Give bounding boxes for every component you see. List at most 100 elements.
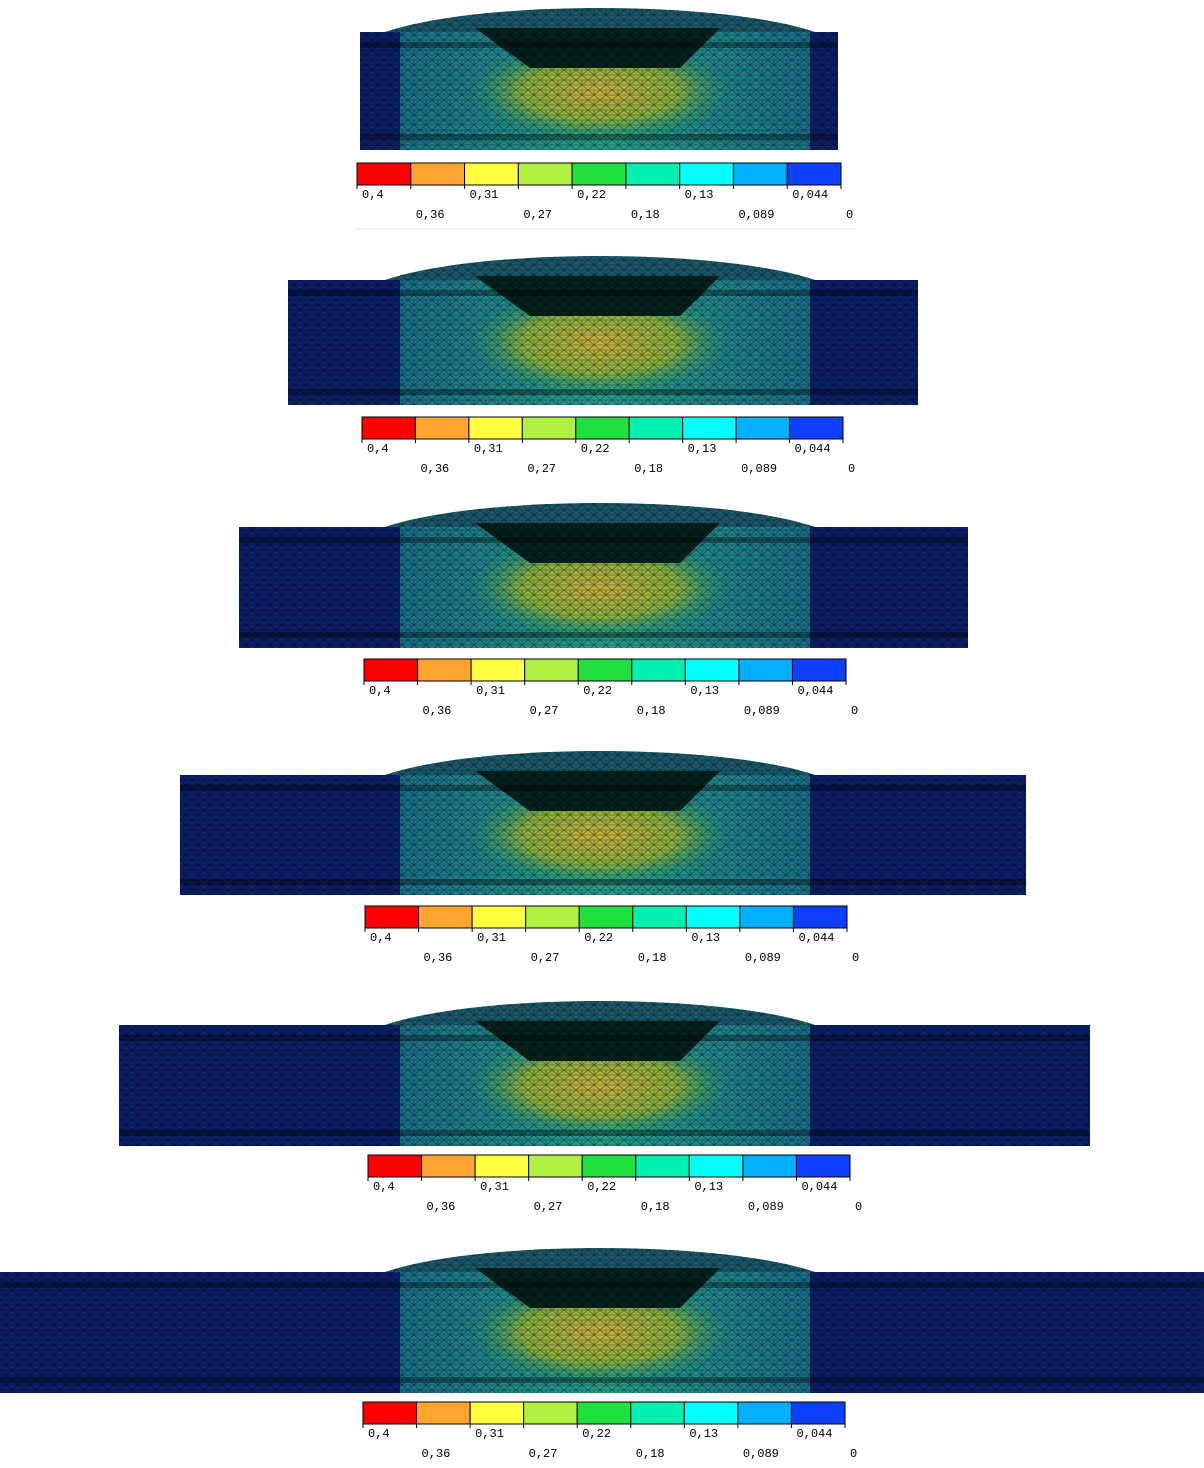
colorbar-label: 0,36 [427,1200,456,1214]
mesh-texture [180,751,1026,895]
colorbar-swatch [474,1154,530,1178]
colorbar-swatch [790,1401,846,1425]
colorbar-swatch [684,658,740,682]
colorbar-swatch [528,1154,583,1178]
colorbar-label: 0,36 [424,951,453,965]
mesh-texture [0,1248,1204,1393]
colorbar-label: 0,13 [691,931,720,945]
colorbar-swatch [791,658,847,682]
fem-panel: 0,4 0,36 0,31 0,27 0,22 0,18 0,13 0,089 0,044 0 [180,751,1026,965]
colorbar-swatch [575,416,630,440]
colorbar-swatch [737,1401,792,1425]
colorbar-swatch [523,1401,578,1425]
colorbar-label: 0 [852,951,859,965]
mesh-texture [288,256,918,405]
colorbar-label: 0,36 [422,1447,451,1461]
colorbar-label: 0,22 [581,442,610,456]
colorbar-label: 0,27 [529,1447,558,1461]
colorbar-label: 0,13 [685,188,714,202]
colorbar-swatch [362,1401,418,1425]
colorbar-swatch [578,905,634,929]
colorbar-label: 0,4 [373,1180,395,1194]
colorbar-label: 0,044 [795,442,831,456]
colorbar-swatch [632,905,687,929]
colorbar-label: 0,044 [796,1427,832,1441]
colorbar-swatch [739,905,794,929]
mesh-texture [360,8,838,150]
colorbar-label: 0,13 [694,1180,723,1194]
colorbar-label: 0,22 [587,1180,616,1194]
colorbar-swatch [524,658,579,682]
colorbar-swatch [795,1154,851,1178]
colorbar-label: 0,18 [636,1447,665,1461]
colorbar-swatch [364,905,420,929]
colorbar-label: 0,31 [476,684,505,698]
fem-panel: 0,4 0,36 0,31 0,27 0,22 0,18 0,13 0,089 0,044 0 [0,1248,1204,1461]
colorbar-swatch [682,416,737,440]
colorbar-label: 0,4 [370,931,392,945]
colorbar-swatch [625,162,681,186]
colorbar-label: 0,36 [416,208,445,222]
colorbar-label: 0 [846,208,853,222]
colorbar-swatch [418,905,473,929]
colorbar-swatch [410,162,466,186]
colorbar-label: 0,089 [745,951,781,965]
colorbar-swatch [356,162,412,186]
colorbar-swatch [742,1154,797,1178]
colorbar-swatch [735,416,791,440]
colorbar-label: 0,27 [534,1200,563,1214]
mesh-texture [119,1001,1090,1146]
colorbar-label: 0,27 [531,951,560,965]
colorbar-label: 0,13 [688,442,717,456]
colorbar-label: 0,18 [634,462,663,476]
colorbar-label: 0,089 [738,208,774,222]
colorbar-swatch [464,162,519,186]
colorbar-label: 0,31 [475,1427,504,1441]
colorbar-swatch [470,658,526,682]
colorbar-swatch [468,416,523,440]
colorbar-label: 0,044 [798,931,834,945]
colorbar-swatch [738,658,793,682]
colorbar-label: 0 [851,704,858,718]
colorbar-label: 0,31 [477,931,506,945]
colorbar-label: 0,27 [523,208,552,222]
colorbar-label: 0,089 [741,462,777,476]
fem-panel: 0,4 0,36 0,31 0,27 0,22 0,18 0,13 0,089 0,044 0 [239,503,968,718]
colorbar-label: 0,18 [637,704,666,718]
colorbar-swatch [685,905,741,929]
colorbar-label: 0,18 [631,208,660,222]
colorbar-swatch [367,1154,423,1178]
colorbar-swatch [628,416,684,440]
colorbar-label: 0 [855,1200,862,1214]
colorbar-swatch [732,162,788,186]
colorbar-label: 0,13 [690,684,719,698]
fem-panel: 0,4 0,36 0,31 0,27 0,22 0,18 0,13 0,089 0,044 0 [119,1001,1090,1214]
colorbar-label: 0,22 [584,931,613,945]
colorbar-swatch [786,162,842,186]
colorbar-label: 0,36 [423,704,452,718]
colorbar-label: 0,089 [748,1200,784,1214]
colorbar-label: 0,4 [362,188,384,202]
colorbar-swatch [525,905,580,929]
colorbar-label: 0,13 [689,1427,718,1441]
colorbar-label: 0,18 [641,1200,670,1214]
colorbar-swatch [417,658,472,682]
colorbar-swatch [577,658,633,682]
colorbar-label: 0,044 [792,188,828,202]
colorbar-swatch [416,1401,471,1425]
colorbar-swatch [521,416,577,440]
colorbar-label: 0 [850,1447,857,1461]
colorbar-label: 0,31 [480,1180,509,1194]
colorbar-swatch [635,1154,690,1178]
fem-panel: 0,4 0,36 0,31 0,27 0,22 0,18 0,13 0,089 0,044 0 [288,256,918,476]
colorbar-swatch [581,1154,637,1178]
colorbar-swatch [576,1401,632,1425]
colorbar-swatch [421,1154,476,1178]
fem-panel: 0,4 0,36 0,31 0,27 0,22 0,18 0,13 0,089 0,044 0 [356,8,853,222]
colorbar-label: 0,4 [368,1427,390,1441]
colorbar-label: 0,22 [582,1427,611,1441]
colorbar-label: 0,4 [369,684,391,698]
colorbar-label: 0,044 [801,1180,837,1194]
colorbar-swatch [679,162,734,186]
